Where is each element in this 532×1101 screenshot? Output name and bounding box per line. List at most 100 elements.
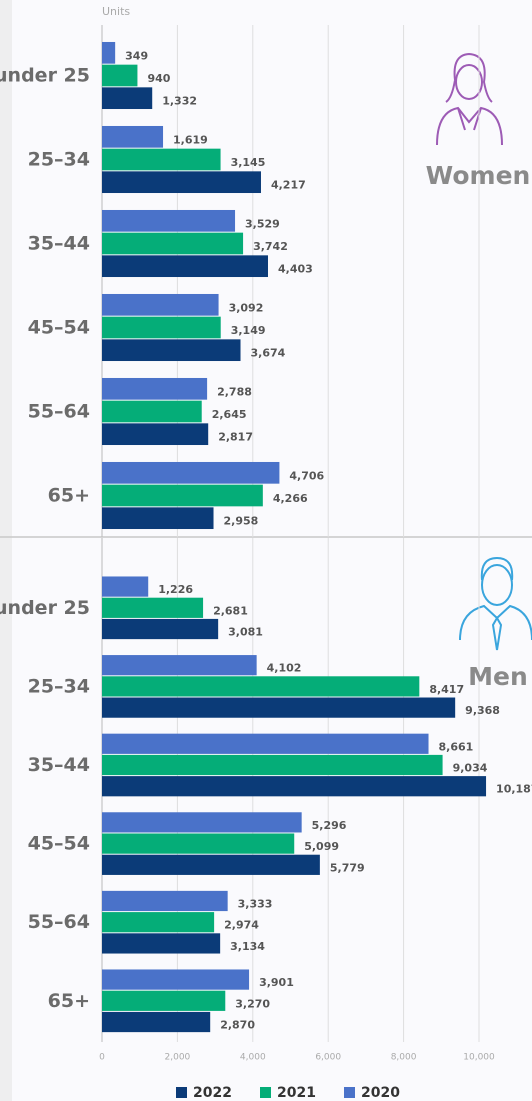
- bar: [102, 1011, 211, 1033]
- value-label: 349: [125, 49, 148, 62]
- category-label: 35–44: [28, 754, 90, 776]
- bar: [102, 990, 226, 1011]
- bar: [102, 733, 429, 754]
- legend-label: 2022: [193, 1085, 232, 1101]
- value-label: 2,788: [217, 385, 252, 398]
- bar: [102, 969, 250, 990]
- value-label: 3,149: [231, 324, 266, 337]
- bar: [102, 209, 236, 232]
- value-label: 1,332: [162, 95, 197, 108]
- category-label: 45–54: [28, 317, 90, 339]
- value-label: 5,296: [312, 819, 347, 832]
- value-label: 3,742: [253, 240, 288, 253]
- value-label: 10,187: [496, 783, 532, 796]
- value-label: 3,333: [238, 897, 273, 910]
- value-label: 4,217: [271, 179, 306, 192]
- bar: [102, 293, 219, 316]
- legend-label: 2021: [277, 1085, 316, 1101]
- bar: [102, 377, 208, 400]
- x-tick-label: 10,000: [463, 1053, 495, 1063]
- bar: [102, 484, 263, 507]
- category-label: under 25: [0, 597, 90, 619]
- x-tick-label: 0: [99, 1053, 105, 1063]
- category-label: 65+: [48, 485, 90, 507]
- value-label: 3,674: [251, 347, 286, 360]
- legend-swatch: [344, 1087, 355, 1098]
- value-label: 3,081: [228, 626, 263, 639]
- bar: [102, 339, 241, 362]
- value-label: 940: [147, 72, 170, 85]
- category-label: under 25: [0, 65, 90, 87]
- value-label: 3,134: [230, 940, 265, 953]
- bar: [102, 316, 221, 339]
- category-label: 55–64: [28, 401, 90, 423]
- bar: [102, 754, 443, 776]
- bar: [102, 171, 261, 194]
- bar: [102, 576, 149, 597]
- legend-label: 2020: [361, 1085, 400, 1101]
- x-tick-label: 6,000: [315, 1053, 341, 1063]
- bar: [102, 507, 214, 530]
- value-label: 9,034: [453, 762, 488, 775]
- bar: [102, 933, 221, 954]
- legend-swatch: [176, 1087, 187, 1098]
- panel-title: Men: [468, 662, 528, 691]
- value-label: 3,092: [229, 301, 264, 314]
- x-tick-label: 2,000: [165, 1053, 191, 1063]
- value-label: 2,870: [220, 1019, 255, 1032]
- bar: [102, 812, 302, 833]
- value-label: 3,145: [231, 156, 266, 169]
- value-label: 2,974: [224, 919, 259, 932]
- category-label: 65+: [48, 990, 90, 1012]
- bar: [102, 676, 420, 697]
- side-strip: [0, 0, 12, 1101]
- bar: [102, 400, 202, 423]
- bar: [102, 854, 320, 875]
- units-label: Units: [102, 5, 130, 18]
- value-label: 2,645: [212, 408, 247, 421]
- women-icon: [436, 52, 503, 146]
- bar: [102, 461, 280, 484]
- bar: [102, 618, 219, 640]
- value-label: 2,817: [218, 431, 253, 444]
- value-label: 4,403: [278, 263, 313, 276]
- bar: [102, 697, 456, 718]
- bar: [102, 41, 116, 64]
- bar: [102, 64, 138, 87]
- value-label: 5,099: [304, 840, 339, 853]
- bar: [102, 912, 215, 933]
- bar: [102, 423, 209, 446]
- value-label: 4,102: [267, 662, 302, 675]
- value-label: 9,368: [465, 704, 500, 717]
- bar: [102, 776, 487, 797]
- value-label: 4,266: [273, 492, 308, 505]
- value-label: 5,779: [330, 861, 365, 874]
- value-label: 1,226: [158, 583, 193, 596]
- value-label: 1,619: [173, 133, 208, 146]
- bar: [102, 87, 153, 110]
- bar: [102, 148, 221, 171]
- bar: [102, 255, 268, 278]
- value-label: 2,958: [224, 515, 259, 528]
- bar: [102, 833, 295, 854]
- category-label: 45–54: [28, 833, 90, 855]
- category-label: 25–34: [28, 149, 90, 171]
- category-label: 35–44: [28, 233, 90, 255]
- value-label: 8,417: [429, 683, 464, 696]
- value-label: 2,681: [213, 604, 248, 617]
- category-label: 55–64: [28, 911, 90, 933]
- value-label: 3,901: [259, 976, 294, 989]
- value-label: 8,661: [439, 740, 474, 753]
- value-label: 3,270: [235, 997, 270, 1010]
- bar: [102, 597, 204, 618]
- bar: [102, 655, 257, 676]
- value-label: 4,706: [289, 469, 324, 482]
- legend-swatch: [260, 1087, 271, 1098]
- value-label: 3,529: [245, 217, 280, 230]
- panel-title: Women: [426, 161, 531, 190]
- bar: [102, 232, 244, 255]
- category-label: 25–34: [28, 675, 90, 697]
- x-tick-label: 8,000: [391, 1053, 417, 1063]
